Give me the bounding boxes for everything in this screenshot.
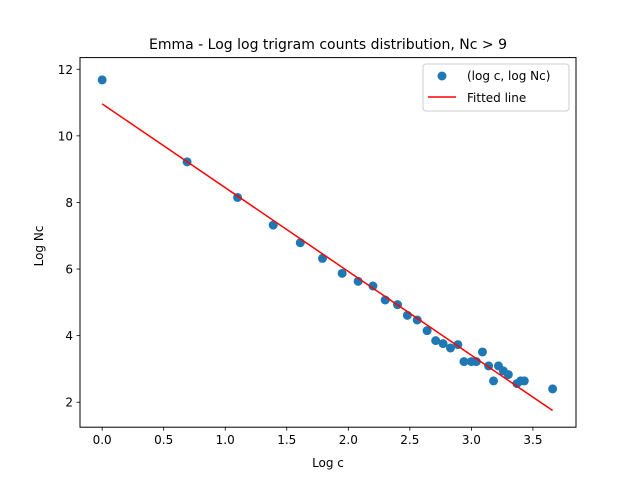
y-axis: 2 4 6 8 10 12 <box>58 63 80 410</box>
x-tick-label: 2.5 <box>400 433 419 447</box>
legend-box <box>422 63 570 112</box>
x-tick-label: 1.0 <box>216 433 235 447</box>
data-point <box>431 336 441 346</box>
x-axis: 0.0 0.5 1.0 1.5 2.0 2.5 3.0 3.5 <box>93 427 542 447</box>
y-tick-label: 8 <box>65 196 73 210</box>
y-tick-label: 10 <box>58 129 73 143</box>
x-tick-label: 0.0 <box>93 433 112 447</box>
x-axis-label: Log c <box>312 456 344 470</box>
data-point <box>489 376 499 386</box>
plot-frame <box>79 57 577 428</box>
y-tick-label: 2 <box>65 396 73 410</box>
data-point <box>519 376 529 386</box>
data-point <box>337 268 347 278</box>
x-tick-label: 1.5 <box>277 433 296 447</box>
data-point <box>503 370 513 380</box>
data-point <box>368 281 378 291</box>
x-tick-label: 2.0 <box>339 433 358 447</box>
x-tick-label: 0.5 <box>154 433 173 447</box>
fitted-line <box>101 103 554 412</box>
legend: (log c, log Nc) Fitted line <box>422 63 570 112</box>
data-point <box>438 339 448 349</box>
y-axis-label: Log Nc <box>32 226 46 267</box>
y-tick-label: 12 <box>58 63 73 77</box>
legend-scatter-marker <box>437 71 447 81</box>
data-point <box>548 384 558 394</box>
data-point <box>445 343 455 353</box>
legend-entry-scatter: (log c, log Nc) <box>467 69 550 83</box>
data-point <box>477 347 487 357</box>
data-point <box>459 357 469 367</box>
chart-title: Emma - Log log trigram counts distributi… <box>149 37 507 53</box>
series-layer <box>97 75 558 412</box>
data-point <box>97 75 107 85</box>
y-tick-label: 4 <box>65 329 73 343</box>
legend-entry-fitted-line: Fitted line <box>467 91 526 105</box>
y-tick-label: 6 <box>65 263 73 277</box>
x-tick-label: 3.5 <box>523 433 542 447</box>
data-point <box>422 326 432 336</box>
data-point <box>268 220 278 230</box>
x-tick-label: 3.0 <box>462 433 481 447</box>
